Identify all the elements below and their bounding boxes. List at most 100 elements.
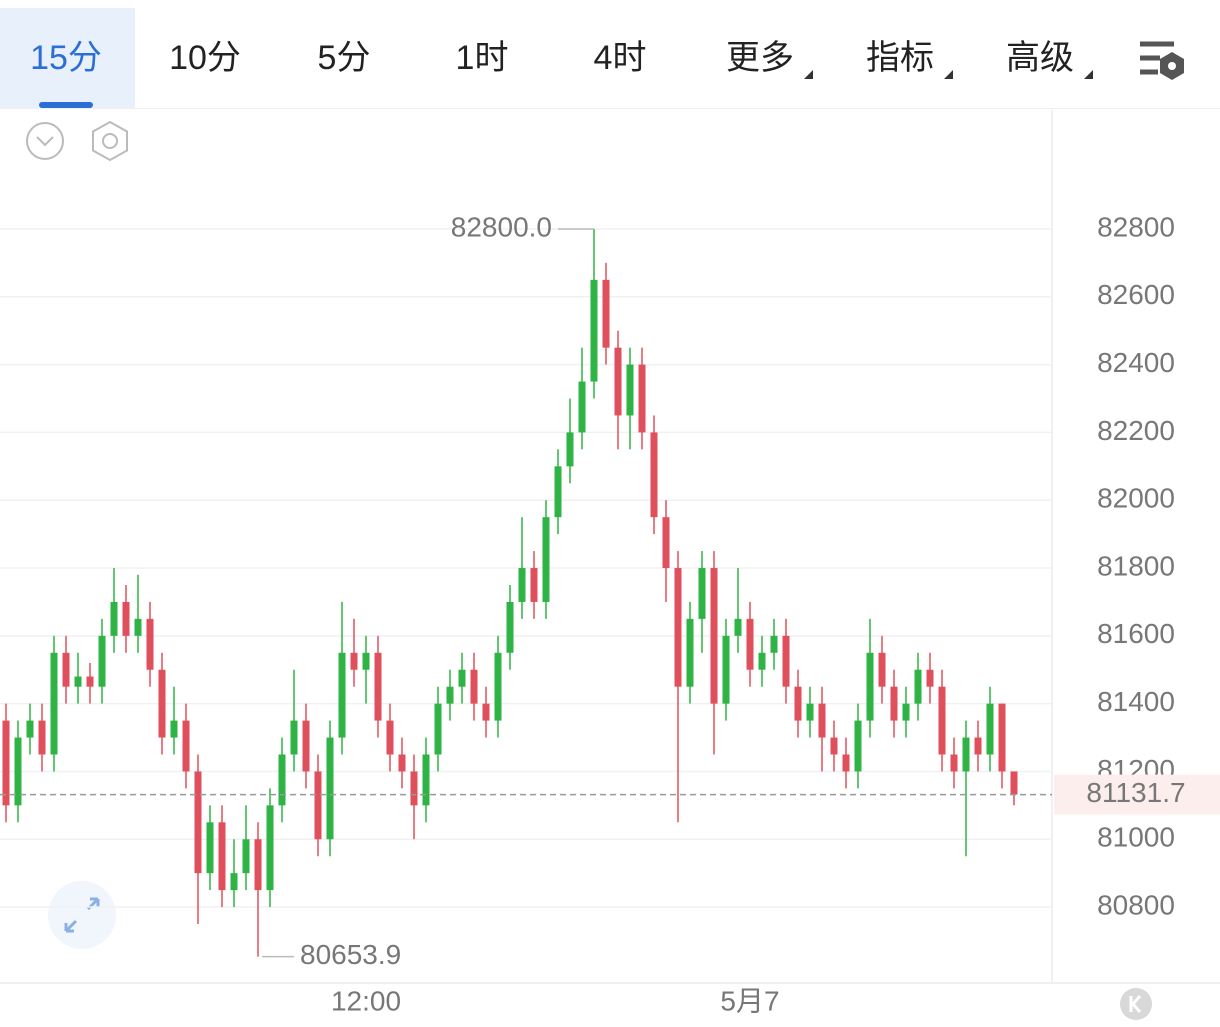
candle-body — [2, 720, 10, 806]
candle-body — [38, 720, 46, 755]
dropdown-indicator — [944, 70, 953, 79]
kline-button[interactable] — [1120, 988, 1152, 1020]
candle-body — [902, 703, 910, 721]
candle-body — [806, 703, 814, 721]
tab-bar: 15分 10分 5分 1时 4时 更多 指标 高级 — [0, 0, 1220, 109]
settings-icon[interactable] — [92, 120, 128, 162]
candle-body — [590, 279, 598, 382]
settings-icon-dot — [102, 133, 118, 149]
candle-body — [530, 568, 538, 602]
candle-body — [686, 618, 694, 687]
candle-body — [638, 364, 646, 433]
layout-icon-hole — [1168, 62, 1176, 70]
candle-body — [314, 771, 322, 840]
candle-body — [926, 669, 934, 687]
timeframe-tab[interactable]: 更多 — [726, 39, 794, 77]
candle-body — [62, 652, 70, 687]
x-tick-label: 5月7 — [720, 985, 779, 1016]
candle-body — [998, 703, 1006, 772]
candle-body — [938, 686, 946, 755]
y-tick-label: 81000 — [1097, 822, 1175, 853]
candle-body — [74, 676, 82, 687]
last-price-box — [1054, 774, 1220, 815]
min-label: 80653.9 — [300, 939, 401, 970]
candle-body — [986, 703, 994, 755]
timeframe-tab[interactable]: 指标 — [866, 39, 934, 77]
candle-body — [542, 517, 550, 602]
candle-body — [410, 771, 418, 806]
timeframe-tab[interactable]: 高级 — [1006, 39, 1074, 77]
candle-body — [602, 279, 610, 348]
y-tick-label: 80800 — [1097, 889, 1175, 920]
candle-body — [782, 635, 790, 687]
candle-body — [122, 601, 130, 636]
candle-body — [650, 432, 658, 518]
max-label: 82800.0 — [451, 211, 552, 242]
candle-body — [458, 669, 466, 687]
candle-body — [662, 517, 670, 569]
timeframe-tab[interactable]: 15分 — [0, 8, 135, 108]
candle-body — [866, 652, 874, 721]
candle-body — [14, 737, 22, 806]
candle-body — [218, 822, 226, 891]
candle-body — [182, 720, 190, 772]
layout-icon[interactable] — [1140, 41, 1184, 80]
candle-body — [446, 686, 454, 704]
candle-body — [722, 635, 730, 704]
candle-body — [434, 703, 442, 755]
candle-body — [110, 601, 118, 636]
y-tick-label: 82600 — [1097, 279, 1175, 310]
timeframe-tab[interactable]: 5分 — [317, 39, 371, 77]
candle-body — [878, 652, 886, 687]
y-tick-label: 82000 — [1097, 483, 1175, 514]
candle-body — [266, 805, 274, 891]
candle-body — [494, 652, 502, 721]
candle-body — [818, 703, 826, 738]
timeframe-tab[interactable]: 1时 — [455, 39, 509, 77]
candle-body — [506, 601, 514, 653]
last-price-label: 81131.7 — [1086, 777, 1185, 808]
candle-body — [146, 618, 154, 670]
candle-body — [842, 754, 850, 772]
candle-body — [206, 822, 214, 874]
candle-body — [374, 652, 382, 721]
kline-icon — [1129, 995, 1142, 1013]
candle-body — [350, 652, 358, 670]
y-tick-label: 82400 — [1097, 347, 1175, 378]
expand-button[interactable] — [48, 881, 116, 949]
timeframe-tab[interactable]: 10分 — [169, 39, 241, 77]
candle-body — [326, 737, 334, 840]
candle-body — [518, 568, 526, 602]
candle-body — [230, 873, 238, 891]
candle-body — [674, 568, 682, 687]
candle-body — [554, 466, 562, 518]
dropdown-indicator — [804, 70, 813, 79]
candle-body — [854, 720, 862, 772]
dropdown-indicator — [1084, 70, 1093, 79]
candle-body — [1010, 771, 1018, 795]
candle-body — [338, 652, 346, 738]
candle-body — [566, 432, 574, 467]
candle-body — [398, 754, 406, 772]
collapse-icon[interactable] — [26, 122, 64, 160]
collapse-chevron — [36, 136, 54, 147]
candle-body — [50, 652, 58, 755]
candle-body — [950, 754, 958, 772]
candle-body — [302, 720, 310, 772]
y-tick-label: 82200 — [1097, 415, 1175, 446]
candle-body — [710, 568, 718, 704]
candle-body — [254, 839, 262, 891]
candle-body — [794, 686, 802, 721]
candle-body — [734, 618, 742, 636]
candle-body — [746, 618, 754, 670]
candle-body — [974, 737, 982, 755]
candle-body — [758, 652, 766, 670]
candle-body — [290, 720, 298, 755]
layout-icon-lines — [1140, 41, 1174, 75]
timeframe-tab[interactable]: 4时 — [593, 39, 647, 77]
candle-body — [170, 720, 178, 738]
candle-body — [98, 635, 106, 687]
candle-body — [134, 618, 142, 636]
